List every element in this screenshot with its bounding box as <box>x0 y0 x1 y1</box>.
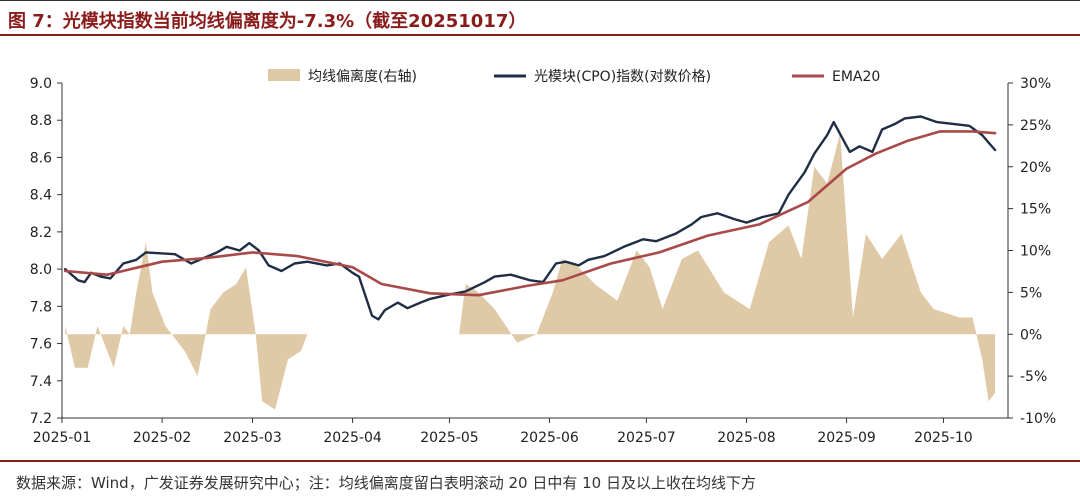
legend: 均线偏离度(右轴) 光模块(CPO)指数(对数价格) EMA20 <box>268 68 880 85</box>
left-tick-label: 8.6 <box>30 150 52 166</box>
right-tick-label: 30% <box>1020 76 1051 92</box>
x-tick-label: 2025-04 <box>323 430 382 446</box>
x-tick-label: 2025-06 <box>520 430 579 446</box>
chart-title: 图 7：光模块指数当前均线偏离度为-7.3%（截至20251017） <box>8 11 527 32</box>
right-tick-label: 15% <box>1020 202 1051 218</box>
right-tick-label: 5% <box>1020 285 1042 301</box>
left-tick-label: 8.8 <box>30 113 52 129</box>
index-line <box>63 115 997 321</box>
title-bar: 图 7：光模块指数当前均线偏离度为-7.3%（截至20251017） <box>0 0 1080 36</box>
left-tick-label: 7.2 <box>30 411 52 427</box>
x-tick-label: 2025-10 <box>914 430 973 446</box>
left-tick-label: 9.0 <box>30 76 52 92</box>
ema20-line <box>63 130 997 297</box>
legend-deviation-label: 均线偏离度(右轴) <box>308 68 417 85</box>
right-tick-label: -10% <box>1020 411 1056 427</box>
source-bar: 数据来源：Wind，广发证券发展研究中心；注：均线偏离度留白表明滚动 20 日中… <box>0 460 1080 500</box>
left-tick-label: 8.2 <box>30 225 52 241</box>
right-tick-label: 20% <box>1020 160 1051 176</box>
line-layer <box>63 115 997 321</box>
x-tick-label: 2025-08 <box>717 430 776 446</box>
x-tick-label: 2025-05 <box>420 430 479 446</box>
left-tick-label: 7.6 <box>30 337 52 353</box>
left-tick-label: 8.4 <box>30 188 52 204</box>
chart-area: 7.2 7.4 7.6 7.8 8.0 8.2 8.4 8.6 8.8 9.0 -10% -5% 0% 5… <box>30 68 1056 446</box>
left-tick-label: 8.0 <box>30 262 52 278</box>
x-tick-label: 2025-02 <box>133 430 192 446</box>
legend-ema20-label: EMA20 <box>832 69 880 85</box>
deviation-area <box>65 133 996 410</box>
source-note: 数据来源：Wind，广发证券发展研究中心；注：均线偏离度留白表明滚动 20 日中… <box>16 474 756 492</box>
legend-deviation-swatch <box>268 69 300 81</box>
deviation-area-layer <box>65 133 996 410</box>
x-tick-label: 2025-01 <box>33 430 92 446</box>
axis-layer: 7.2 7.4 7.6 7.8 8.0 8.2 8.4 8.6 8.8 9.0 -10% -5% 0% 5… <box>30 76 1056 446</box>
x-tick-label: 2025-09 <box>817 430 876 446</box>
legend-index-label: 光模块(CPO)指数(对数价格) <box>534 69 711 85</box>
x-tick-label: 2025-07 <box>617 430 676 446</box>
right-tick-label: 25% <box>1020 118 1051 134</box>
right-tick-label: 0% <box>1020 327 1042 343</box>
left-tick-label: 7.4 <box>30 374 52 390</box>
left-tick-label: 7.8 <box>30 299 52 315</box>
right-tick-label: -5% <box>1020 369 1047 385</box>
right-tick-label: 10% <box>1020 244 1051 260</box>
x-tick-label: 2025-03 <box>223 430 282 446</box>
